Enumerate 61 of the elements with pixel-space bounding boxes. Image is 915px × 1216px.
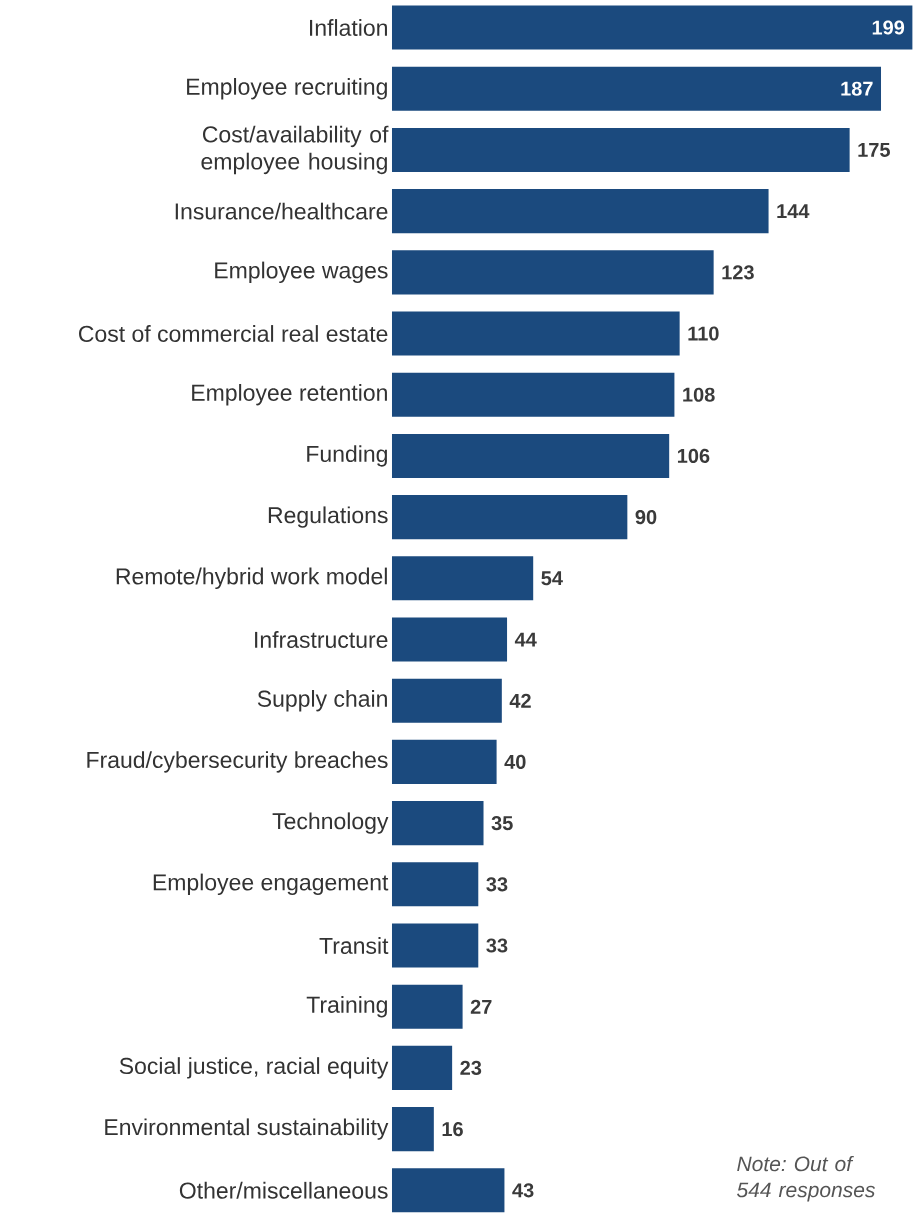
y-tick-label: Environmental sustainability bbox=[105, 1118, 389, 1140]
bar bbox=[391, 495, 628, 540]
data-label: 35 bbox=[491, 816, 513, 831]
data-label: 27 bbox=[470, 999, 492, 1014]
data-label: 33 bbox=[486, 877, 508, 892]
data-label: 33 bbox=[486, 938, 508, 953]
annotation: Note: Out of 544 responses bbox=[736, 1155, 875, 1202]
y-tick-label: Supply chain bbox=[257, 689, 387, 712]
y-tick-label: Social justice, racial equity bbox=[119, 1057, 389, 1079]
bar bbox=[391, 372, 675, 417]
data-label: 123 bbox=[722, 265, 754, 280]
data-label: 110 bbox=[688, 326, 719, 341]
y-tick-label: Funding bbox=[307, 445, 387, 467]
data-label: 175 bbox=[858, 142, 890, 157]
bar bbox=[391, 739, 497, 784]
bar bbox=[391, 984, 463, 1029]
bar bbox=[391, 923, 479, 968]
data-label: 187 bbox=[841, 81, 873, 96]
bar bbox=[391, 1045, 453, 1090]
y-tick-label: Other/miscellaneous bbox=[179, 1181, 388, 1199]
data-label: 90 bbox=[635, 510, 657, 525]
bar bbox=[391, 617, 508, 662]
bar bbox=[391, 127, 850, 172]
data-label: 43 bbox=[512, 1183, 534, 1198]
data-label: 144 bbox=[777, 204, 810, 219]
bar bbox=[391, 189, 769, 234]
y-tick-label: Technology bbox=[272, 812, 389, 834]
y-tick-label: Insurance/healthcare bbox=[175, 202, 388, 220]
bar bbox=[391, 5, 913, 50]
bar bbox=[391, 311, 680, 356]
y-tick-label: Employee engagement bbox=[153, 873, 389, 896]
bar bbox=[391, 433, 670, 478]
y-tick-label: Employee recruiting bbox=[187, 78, 387, 100]
y-tick-label: Infrastructure bbox=[255, 631, 388, 648]
y-tick-label: Fraud/cybersecurity breaches bbox=[87, 751, 388, 773]
data-label: 42 bbox=[509, 693, 531, 708]
y-tick-label: Employee wages bbox=[215, 261, 388, 284]
data-label: 106 bbox=[677, 448, 710, 463]
data-label: 40 bbox=[504, 754, 526, 769]
bar bbox=[391, 1168, 505, 1213]
y-tick-label: Cost/availability of employee housing bbox=[201, 125, 389, 175]
bar bbox=[391, 556, 534, 601]
bar bbox=[391, 1107, 434, 1152]
data-label: 16 bbox=[442, 1122, 463, 1137]
bar bbox=[391, 801, 484, 846]
bar bbox=[391, 66, 882, 111]
bar bbox=[391, 250, 714, 295]
y-tick-label: Inflation bbox=[310, 19, 387, 36]
y-tick-label: Cost of commercial real estate bbox=[79, 325, 388, 342]
data-label: 44 bbox=[514, 632, 537, 647]
data-label: 199 bbox=[872, 20, 905, 35]
bar bbox=[391, 678, 502, 723]
data-label: 108 bbox=[683, 387, 715, 402]
y-tick-label: Regulations bbox=[268, 506, 388, 528]
y-tick-label: Remote/hybrid work model bbox=[116, 567, 387, 590]
y-tick-label: Employee retention bbox=[192, 384, 387, 406]
bar bbox=[391, 862, 479, 907]
y-tick-label: Transit bbox=[319, 937, 389, 954]
y-tick-label: Training bbox=[306, 995, 387, 1018]
data-label: 54 bbox=[541, 571, 563, 586]
data-label: 23 bbox=[460, 1060, 482, 1075]
